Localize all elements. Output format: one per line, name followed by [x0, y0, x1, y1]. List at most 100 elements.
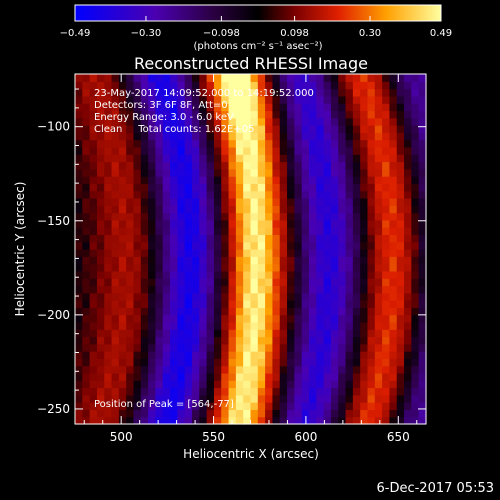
heatmap-cell	[126, 110, 135, 119]
heatmap-cell	[396, 336, 405, 345]
heatmap-cell	[126, 394, 135, 403]
heatmap-cell	[133, 88, 142, 97]
heatmap-cell	[75, 292, 83, 301]
heatmap-cell	[257, 168, 266, 177]
heatmap-cell	[323, 205, 332, 214]
heatmap-cell	[389, 292, 398, 301]
heatmap-cell	[404, 380, 412, 389]
heatmap-cell	[206, 190, 215, 199]
heatmap-cell	[287, 416, 295, 425]
heatmap-cell	[118, 219, 127, 228]
heatmap-cell	[367, 270, 376, 279]
heatmap-cell	[265, 219, 274, 228]
heatmap-cell	[418, 365, 427, 374]
heatmap-cell	[382, 402, 391, 411]
heatmap-cell	[309, 387, 317, 396]
heatmap-cell	[96, 110, 105, 119]
heatmap-cell	[111, 380, 120, 389]
heatmap-cell	[287, 205, 295, 214]
heatmap-cell	[382, 314, 391, 323]
heatmap-cell	[170, 190, 178, 199]
heatmap-cell	[184, 351, 193, 359]
heatmap-cell	[323, 88, 332, 97]
heatmap-cell	[360, 409, 369, 418]
heatmap-cell	[228, 387, 237, 396]
heatmap-cell	[374, 95, 383, 104]
heatmap-cell	[265, 372, 274, 381]
heatmap-cell	[396, 402, 405, 411]
heatmap-cell	[411, 176, 420, 184]
heatmap-cell	[170, 300, 178, 308]
heatmap-cell	[162, 249, 171, 257]
heatmap-cell	[367, 402, 376, 411]
heatmap-cell	[89, 219, 98, 228]
heatmap-cell	[228, 409, 237, 418]
heatmap-cell	[104, 416, 113, 425]
heatmap-cell	[199, 249, 208, 257]
heatmap-cell	[389, 358, 398, 367]
heatmap-cell	[162, 117, 171, 126]
heatmap-cell	[82, 300, 91, 308]
heatmap-cell	[352, 125, 361, 133]
heatmap-cell	[140, 110, 149, 119]
heatmap-cell	[301, 139, 310, 148]
heatmap-cell	[221, 197, 230, 206]
heatmap-cell	[206, 285, 215, 294]
heatmap-cell	[265, 139, 274, 148]
heatmap-cell	[221, 329, 230, 338]
heatmap-cell	[192, 103, 200, 112]
heatmap-cell	[177, 292, 186, 301]
heatmap-cell	[170, 336, 178, 345]
heatmap-cell	[104, 343, 113, 352]
heatmap-cell	[96, 402, 105, 411]
heatmap-cell	[316, 190, 325, 199]
heatmap-cell	[287, 183, 295, 192]
heatmap-cell	[243, 205, 252, 214]
heatmap-cell	[250, 154, 259, 163]
heatmap-cell	[250, 197, 259, 206]
heatmap-cell	[177, 270, 186, 279]
colorbar-ticks: −0.49 −0.30 −0.098 0.098 0.30 0.49	[60, 16, 452, 39]
heatmap-cell	[199, 219, 208, 228]
heatmap-cell	[250, 278, 259, 287]
heatmap-cell	[418, 285, 427, 294]
heatmap-cell	[279, 263, 288, 272]
heatmap-cell	[118, 176, 127, 184]
heatmap-cell	[243, 219, 252, 228]
heatmap-cell	[235, 270, 244, 279]
heatmap-cell	[338, 285, 347, 294]
heatmap-cell	[294, 292, 303, 301]
heatmap-cell	[221, 146, 230, 155]
heatmap-cell	[345, 314, 354, 323]
heatmap-cell	[287, 358, 295, 367]
heatmap-cell	[294, 95, 303, 104]
heatmap-cell	[352, 402, 361, 411]
heatmap-cell	[111, 95, 120, 104]
heatmap-cell	[330, 168, 339, 177]
heatmap-cell	[213, 365, 222, 374]
heatmap-cell	[75, 103, 83, 112]
heatmap-cell	[345, 241, 354, 250]
heatmap-cell	[162, 161, 171, 170]
heatmap-cell	[75, 351, 83, 359]
heatmap-cell	[389, 81, 398, 90]
heatmap-cell	[133, 321, 142, 330]
heatmap-cell	[323, 263, 332, 272]
heatmap-cell	[338, 212, 347, 221]
heatmap-cell	[265, 249, 274, 257]
heatmap-cell	[75, 227, 83, 236]
heatmap-cell	[404, 168, 412, 177]
heatmap-cell	[170, 365, 178, 374]
heatmap-cell	[82, 416, 91, 425]
heatmap-cell	[316, 329, 325, 338]
heatmap-cell	[140, 81, 149, 90]
heatmap-cell	[345, 219, 354, 228]
heatmap-cell	[213, 351, 222, 359]
heatmap-cell	[418, 241, 427, 250]
heatmap-cell	[221, 117, 230, 126]
heatmap-cell	[338, 263, 347, 272]
heatmap-cell	[345, 234, 354, 243]
heatmap-cell	[316, 300, 325, 308]
heatmap-cell	[396, 95, 405, 104]
heatmap-cell	[228, 292, 237, 301]
